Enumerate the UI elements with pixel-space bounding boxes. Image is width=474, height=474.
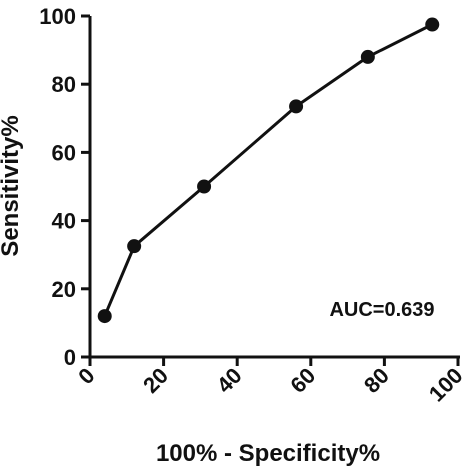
y-tick-label: 60 xyxy=(52,140,76,165)
axes xyxy=(88,16,460,359)
auc-annotation: AUC=0.639 xyxy=(329,299,434,321)
y-tick-label: 0 xyxy=(64,345,76,370)
x-tick-label: 0 xyxy=(73,363,99,389)
x-tick-label: 20 xyxy=(138,363,173,398)
data-point xyxy=(97,309,112,324)
data-point xyxy=(360,49,375,64)
y-tick-label: 40 xyxy=(52,209,76,234)
x-tick-label: 60 xyxy=(285,363,320,398)
data-point xyxy=(425,17,440,32)
series-line xyxy=(103,23,433,317)
x-tick-label: 40 xyxy=(212,363,247,398)
y-tick-label: 100 xyxy=(39,4,76,29)
y-axis-title: Sensitivity% xyxy=(0,115,24,256)
y-tick-label: 20 xyxy=(52,277,76,302)
x-ticks: 0 20 40 60 80 100 xyxy=(73,357,468,407)
x-tick-label: 100 xyxy=(424,363,468,407)
y-ticks: 0 20 40 60 80 100 xyxy=(39,4,90,370)
data-point xyxy=(289,99,304,114)
data-point xyxy=(127,239,142,254)
data-point xyxy=(197,179,212,194)
x-tick-label: 80 xyxy=(359,363,394,398)
series-group xyxy=(97,17,440,324)
y-tick-label: 80 xyxy=(52,72,76,97)
x-axis-title: 100% - Specificity% xyxy=(156,440,380,467)
